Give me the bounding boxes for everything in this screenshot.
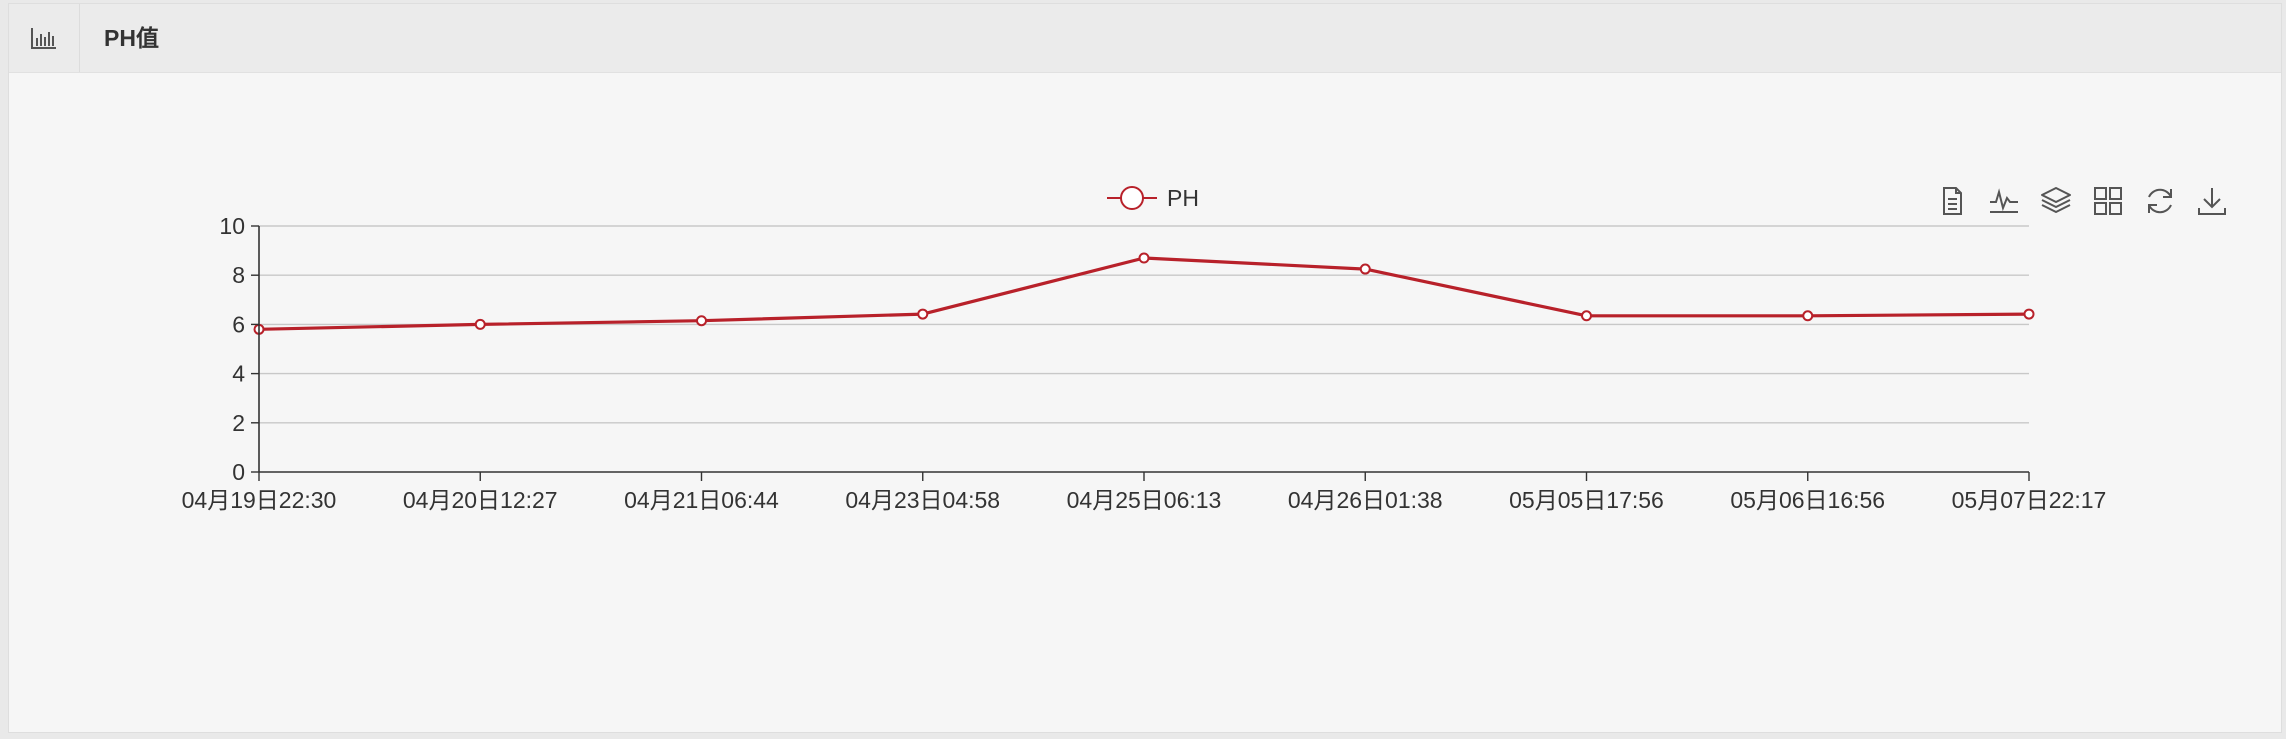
tiled-icon[interactable]	[2091, 184, 2125, 218]
y-tick-label: 6	[232, 311, 245, 337]
y-tick-label: 10	[219, 213, 245, 239]
x-tick-label: 05月07日22:17	[1952, 487, 2107, 513]
y-tick-label: 2	[232, 410, 245, 436]
data-view-icon[interactable]	[1935, 184, 1969, 218]
x-tick-label: 04月20日12:27	[403, 487, 558, 513]
data-point	[1581, 310, 1592, 322]
x-tick-label: 04月23日04:58	[845, 487, 1000, 513]
data-point	[1802, 310, 1814, 322]
y-tick-label: 8	[232, 262, 245, 288]
ph-line-chart: 0 2 4 6 8 10 04月19日22:30 04月20日12:27 04月21日06:44…	[182, 185, 2107, 513]
data-point	[2023, 308, 2035, 320]
download-icon[interactable]	[2195, 184, 2229, 218]
data-point	[1359, 263, 1371, 275]
series-line-ph	[258, 256, 2030, 331]
data-point	[474, 318, 486, 330]
y-tick-label: 0	[232, 459, 245, 485]
x-tick-label: 04月19日22:30	[182, 487, 337, 513]
x-tick-label: 05月05日17:56	[1509, 487, 1664, 513]
x-tick-label: 04月26日01:38	[1288, 487, 1443, 513]
x-tick-label: 04月25日06:13	[1067, 487, 1222, 513]
legend-label: PH	[1167, 185, 1199, 211]
chart-toolbox	[1935, 184, 2229, 218]
data-point	[917, 308, 929, 320]
chart-area: 0 2 4 6 8 10 04月19日22:30 04月20日12:27 04月21日06:44…	[9, 72, 2283, 734]
data-point	[696, 315, 707, 327]
stack-icon[interactable]	[2039, 184, 2073, 218]
refresh-icon[interactable]	[2143, 184, 2177, 218]
panel-title: PH值	[104, 25, 159, 51]
x-tick-label: 04月21日06:44	[624, 487, 779, 513]
legend-marker	[1120, 186, 1144, 210]
panel-header: PH值	[9, 4, 2281, 73]
data-point	[1138, 252, 1150, 264]
y-tick-label: 4	[232, 361, 245, 387]
x-tick-label: 05月06日16:56	[1730, 487, 1885, 513]
line-chart-icon[interactable]	[1987, 184, 2021, 218]
bar-chart-icon	[9, 4, 80, 72]
chart-panel: PH值 0 2 4 6 8 10 04月19日22:30 04月20日12:27 04月21日0…	[8, 3, 2282, 733]
